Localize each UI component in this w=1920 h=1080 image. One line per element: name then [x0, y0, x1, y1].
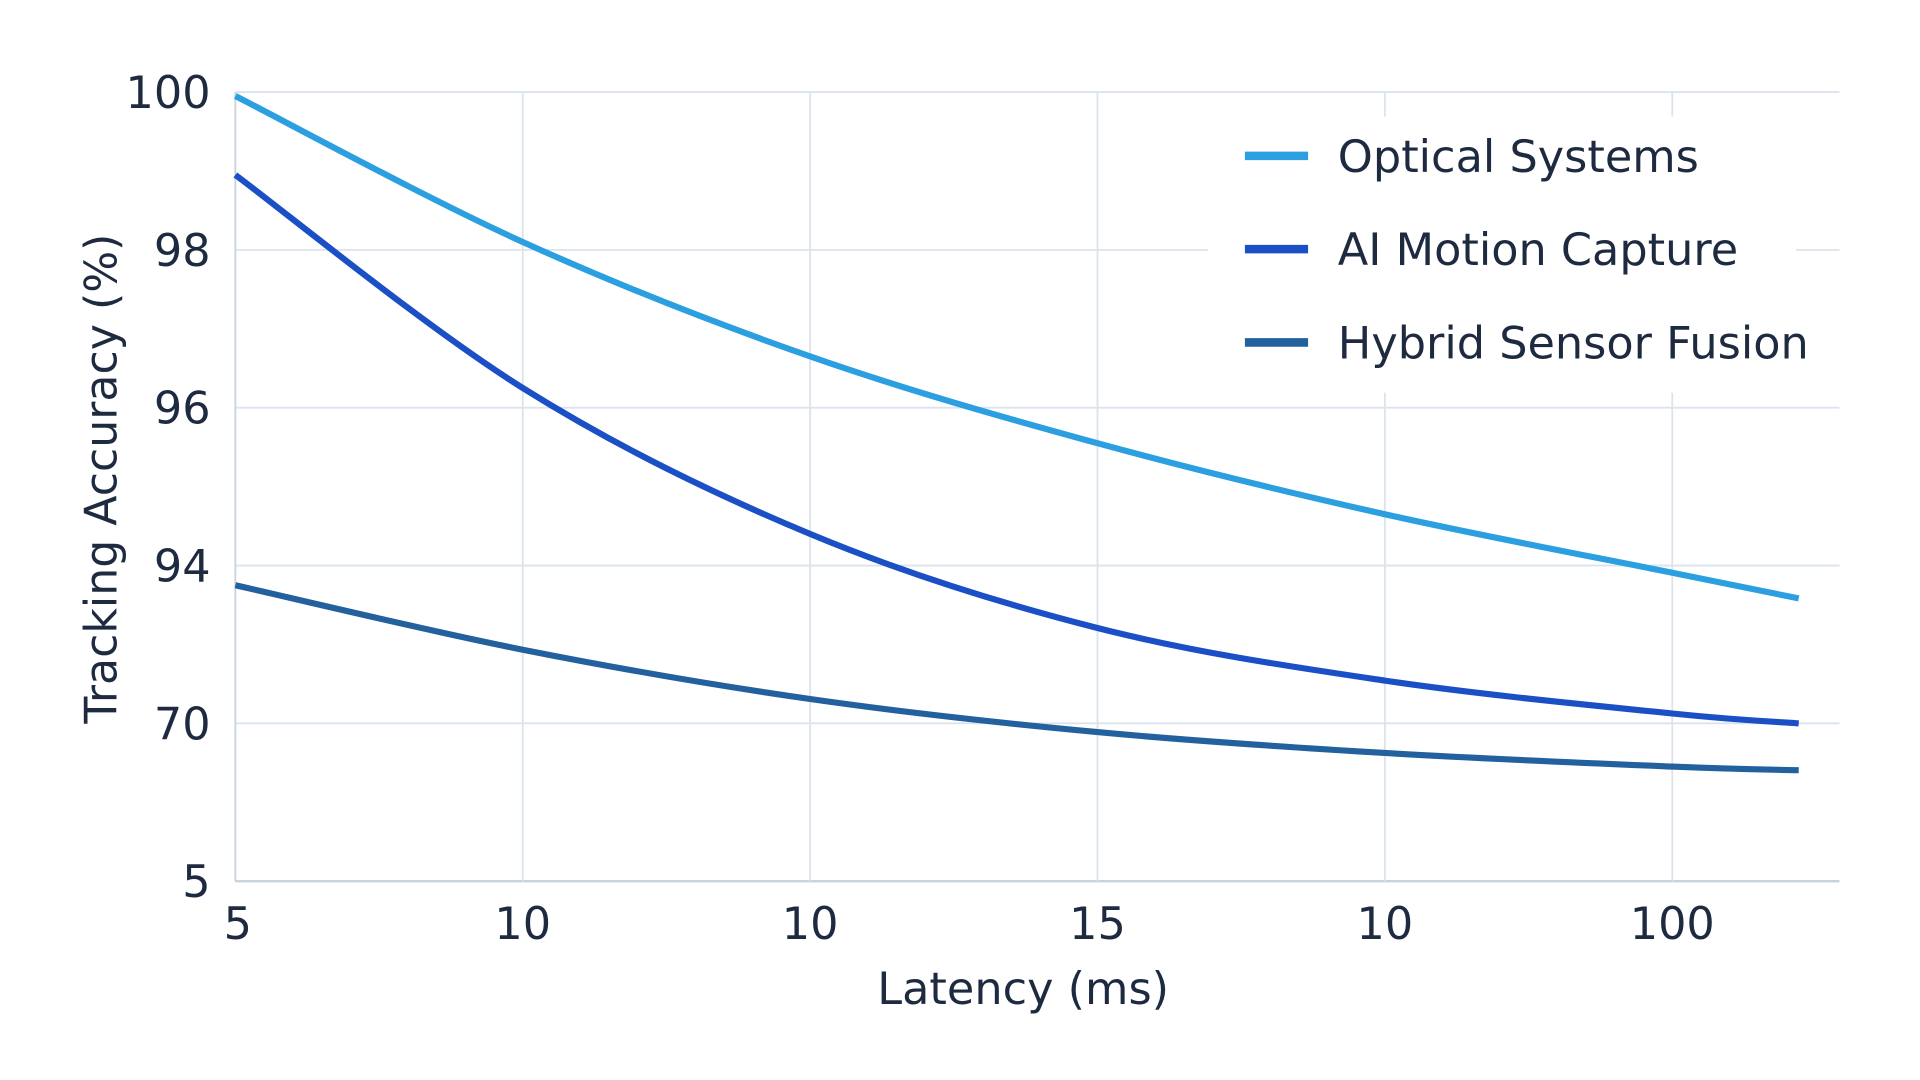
- x-axis-label: Latency (ms): [877, 964, 1169, 1015]
- y-tick-label: 96: [154, 384, 211, 435]
- legend-label: Optical Systems: [1338, 132, 1699, 183]
- series-line-0: [233, 93, 1800, 602]
- x-tick-label: 5: [224, 899, 252, 950]
- y-tick-label: 94: [154, 542, 211, 593]
- tick-labels: 100 98 96 94 70 55 10 10 15 10 100: [125, 68, 1714, 950]
- y-tick-label: 98: [154, 226, 211, 277]
- legend: Optical Systems AI Motion Capture Hybrid S…: [1207, 116, 1809, 393]
- y-tick-label: 100: [125, 68, 210, 119]
- series-lines: [233, 93, 1800, 774]
- x-tick-label: 100: [1630, 899, 1715, 950]
- legend-label: AI Motion Capture: [1338, 225, 1738, 276]
- y-tick-label: 70: [154, 699, 211, 750]
- x-tick-label: 10: [1357, 899, 1414, 950]
- x-tick-label: 15: [1069, 899, 1126, 950]
- series-line-2: [234, 582, 1799, 774]
- series-line-1: [233, 172, 1799, 727]
- legend-label: Hybrid Sensor Fusion: [1338, 319, 1809, 370]
- x-tick-label: 10: [494, 899, 551, 950]
- y-tick-label: 5: [182, 857, 210, 908]
- x-tick-label: 10: [782, 899, 839, 950]
- y-axis-label: Tracking Accuracy (%): [76, 234, 127, 725]
